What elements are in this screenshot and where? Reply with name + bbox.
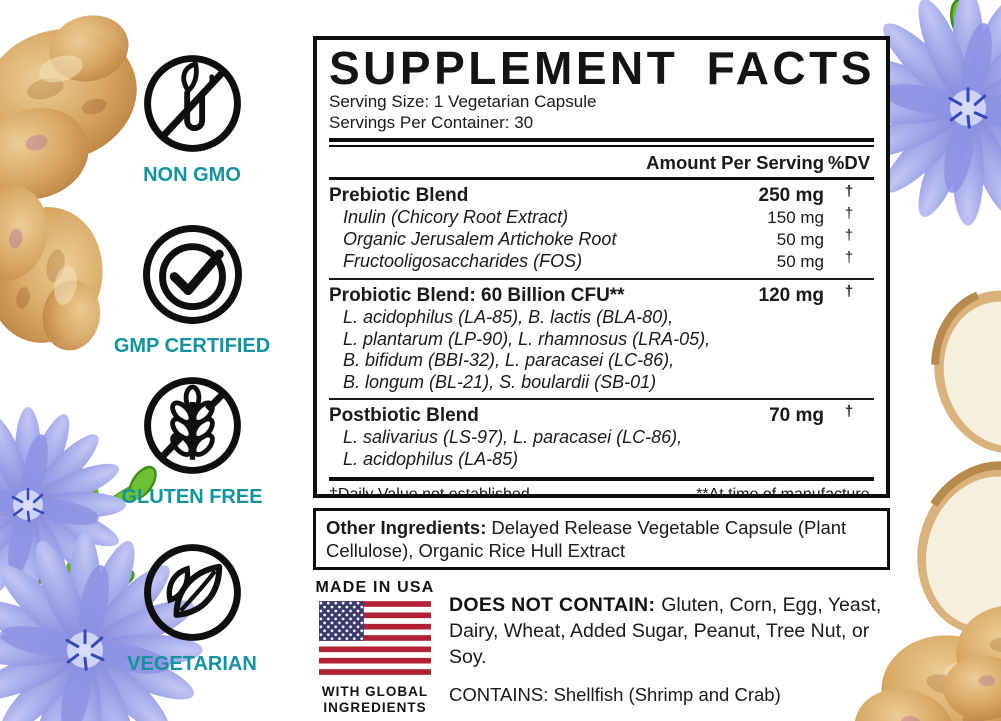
other-ingredients-label: Other Ingredients: xyxy=(326,517,487,538)
strain-list-line: B. bifidum (BBI-32), L. paracasei (LC-86… xyxy=(343,350,675,370)
footnote-manufacture: **At time of manufacture. xyxy=(696,486,874,498)
column-percent-dv: %DV xyxy=(827,152,871,173)
blend-dv: † xyxy=(844,183,854,200)
table-row: Probiotic Blend: 60 Billion CFU** 120 mg… xyxy=(329,280,874,307)
ingredient-amount: 150 mg xyxy=(767,208,824,227)
table-row: Fructooligosaccharides (FOS) 50 mg † xyxy=(329,249,874,273)
strain-list-line: L. acidophilus (LA-85) xyxy=(343,448,519,469)
section-divider xyxy=(329,398,874,400)
made-in-usa-title: MADE IN USA xyxy=(315,579,435,596)
table-row: Postbiotic Blend 70 mg † xyxy=(329,400,874,427)
blend-amount: 70 mg xyxy=(769,405,824,426)
table-row: Inulin (Chicory Root Extract) 150 mg † xyxy=(329,205,874,229)
strain-list-line: L. salivarius (LS-97), L. paracasei (LC-… xyxy=(343,427,683,447)
badge-label: VEGETARIAN xyxy=(127,653,257,675)
allergen-block: DOES NOT CONTAIN: Gluten, Corn, Egg, Yeas… xyxy=(449,592,901,708)
separator-thick xyxy=(329,477,874,481)
blend-name: Probiotic Blend: 60 Billion CFU** xyxy=(329,285,625,306)
badge-label: GLUTEN FREE xyxy=(121,486,263,508)
table-header: Amount Per Serving %DV xyxy=(329,147,874,180)
blend-amount: 250 mg xyxy=(758,185,824,206)
blend-dv: † xyxy=(844,403,854,420)
blend-name: Postbiotic Blend xyxy=(329,405,479,426)
contains-statement: CONTAINS: Shellfish (Shrimp and Crab) xyxy=(449,684,781,705)
strain-list-line: L. plantarum (LP-90), L. rhamnosus (LRA-… xyxy=(343,328,711,349)
serving-size: Serving Size: 1 Vegetarian Capsule xyxy=(329,92,597,111)
ingredient-name: Fructooligosaccharides (FOS) xyxy=(343,251,583,271)
made-in-usa-subtitle: WITH GLOBAL INGREDIENTS xyxy=(321,684,429,715)
cut-artichoke-photo xyxy=(917,276,1001,469)
does-not-contain-text: Gluten, Corn, Egg, Yeast, Dairy, Wheat, … xyxy=(449,594,882,668)
blend-dv: † xyxy=(844,283,854,300)
section-divider xyxy=(329,278,874,280)
badge-non-gmo: NON GMO xyxy=(117,50,267,187)
ingredient-dv: † xyxy=(844,205,854,222)
badge-vegetarian: VEGETARIAN xyxy=(117,539,267,676)
gmp-certified-icon xyxy=(142,225,242,324)
does-not-contain-statement: DOES NOT CONTAIN: Gluten, Corn, Egg, Yeas… xyxy=(449,592,901,670)
made-in-usa-block: MADE IN USA WITH GLOBAL INGREDIENTS xyxy=(315,579,435,716)
usa-flag-icon xyxy=(319,601,431,675)
ingredient-amount: 50 mg xyxy=(776,252,824,271)
other-ingredients-box: Other Ingredients: Delayed Release Vegeta… xyxy=(313,508,890,570)
column-amount-per-serving: Amount Per Serving xyxy=(646,152,824,173)
non-gmo-icon xyxy=(143,55,241,152)
gluten-free-icon xyxy=(143,377,241,474)
does-not-contain-label: DOES NOT CONTAIN: xyxy=(449,594,656,616)
ingredient-name: Organic Jerusalem Artichoke Root xyxy=(343,229,617,249)
strain-list-line: B. longum (BL-21), S. boulardii (SB-01) xyxy=(343,371,657,392)
other-ingredients-text: Delayed Release Vegetable Capsule (Plant… xyxy=(326,517,847,561)
footnote-row: †Daily Value not established. **At time … xyxy=(329,481,874,498)
blend-amount: 120 mg xyxy=(758,285,824,306)
ingredient-name: Inulin (Chicory Root Extract) xyxy=(343,207,569,227)
table-row: Organic Jerusalem Artichoke Root 50 mg † xyxy=(329,227,874,251)
badge-label: NON GMO xyxy=(143,164,241,186)
separator-double xyxy=(329,138,874,147)
badge-gluten-free: GLUTEN FREE xyxy=(117,372,267,509)
badge-gmp-certified: GMP CERTIFIED xyxy=(113,221,271,358)
panel-title: SUPPLEMENT FACTS xyxy=(329,42,875,94)
ingredient-dv: † xyxy=(844,227,854,244)
ingredient-dv: † xyxy=(844,249,854,266)
supplement-facts-panel: SUPPLEMENT FACTS Serving Size: 1 Vegetar… xyxy=(313,36,890,498)
ingredient-amount: 50 mg xyxy=(776,230,824,249)
table-row: Prebiotic Blend 250 mg † xyxy=(329,180,874,207)
strain-list-line: L. acidophilus (LA-85), B. lactis (BLA-8… xyxy=(343,307,674,327)
blend-name: Prebiotic Blend xyxy=(329,185,469,206)
jerusalem-artichoke-photo xyxy=(0,178,121,356)
badge-label: GMP CERTIFIED xyxy=(113,335,271,357)
vegetarian-leaf-icon xyxy=(143,544,241,641)
servings-per-container: Servings Per Container: 30 xyxy=(329,113,534,132)
footnote-daily-value: †Daily Value not established. xyxy=(329,486,535,498)
